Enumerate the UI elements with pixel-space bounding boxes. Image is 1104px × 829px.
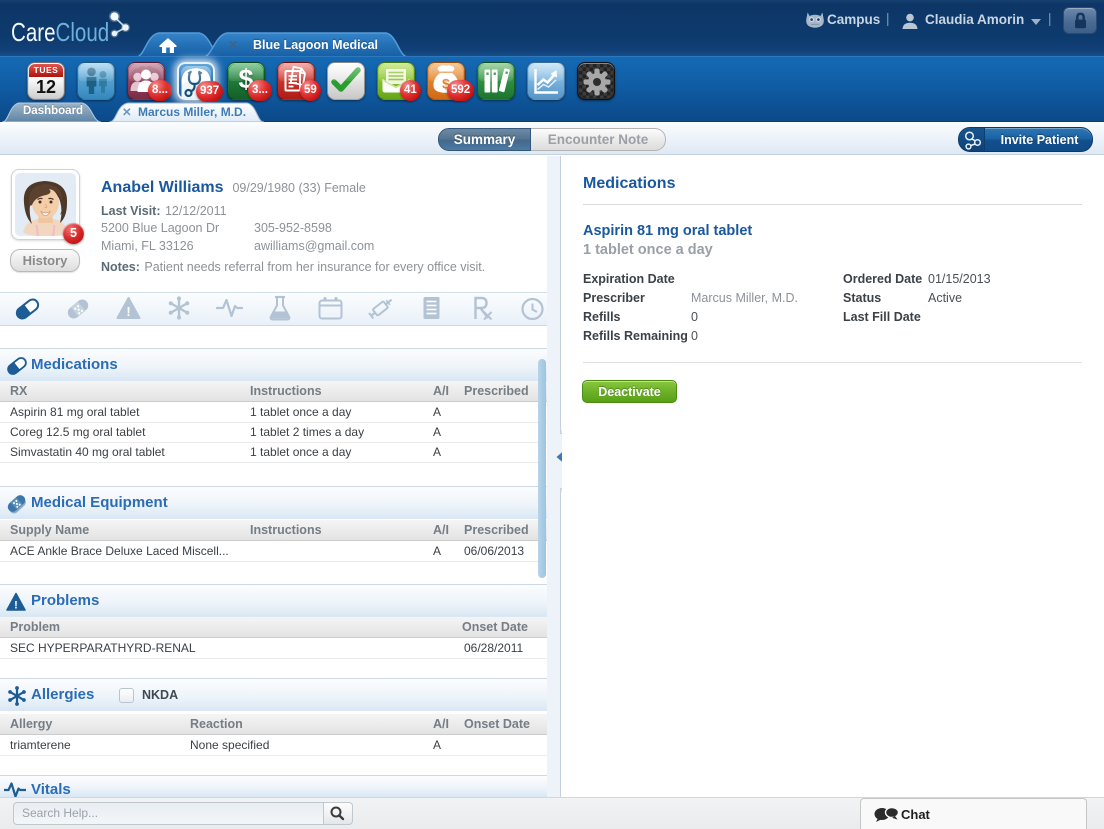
svg-text:$: $ [442, 76, 450, 92]
svg-text:!: ! [14, 600, 18, 612]
svg-text:!: ! [126, 304, 130, 319]
